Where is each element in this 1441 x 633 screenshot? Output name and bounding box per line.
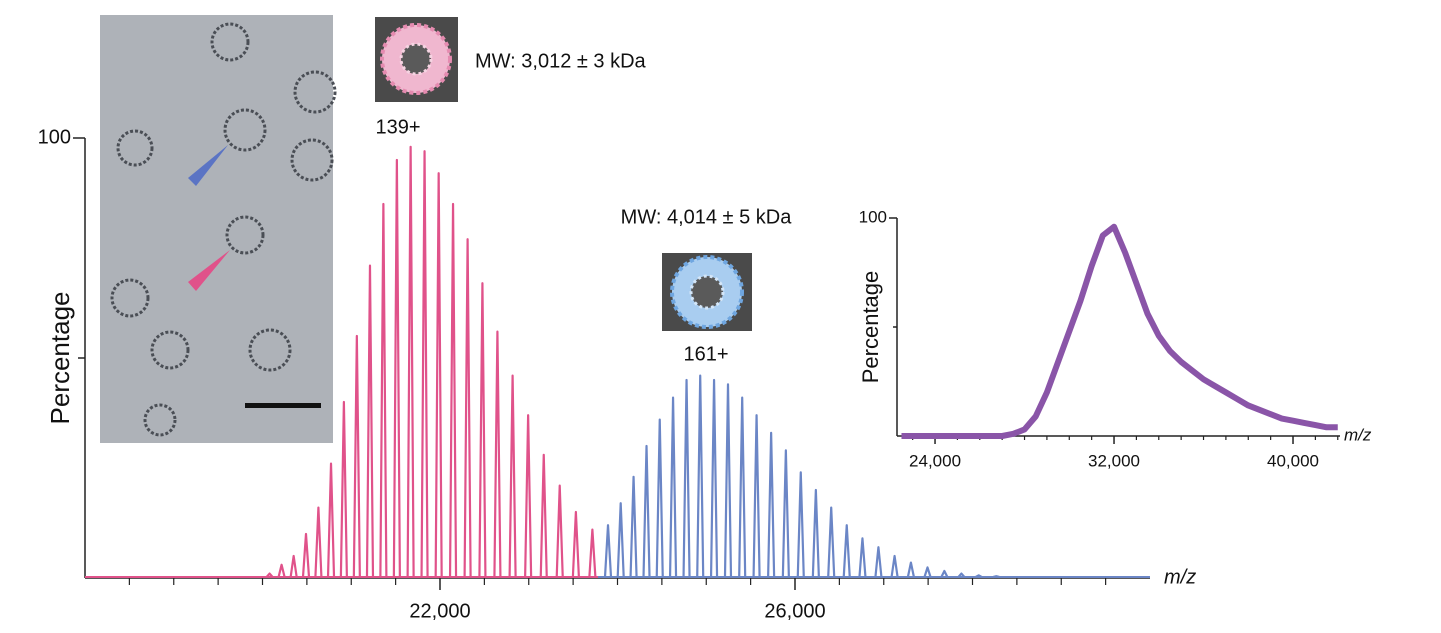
x-tick-label: 22,000 — [409, 600, 470, 622]
peak — [827, 506, 836, 578]
peak — [493, 330, 502, 578]
peak — [289, 554, 298, 578]
capsid-pink — [375, 17, 458, 102]
peak — [539, 453, 548, 578]
particle — [143, 403, 177, 437]
particle — [116, 129, 154, 167]
capsid-core — [689, 274, 725, 310]
particle — [290, 138, 334, 182]
peak — [352, 334, 361, 578]
peak — [811, 488, 820, 578]
particle — [223, 108, 267, 152]
micrograph — [100, 15, 337, 443]
peak — [463, 238, 472, 578]
peak — [940, 569, 949, 578]
peak — [326, 462, 336, 578]
x-tick-label: 40,000 — [1267, 451, 1319, 470]
scale-bar — [245, 403, 321, 408]
peak — [379, 202, 388, 578]
peak — [655, 418, 664, 578]
peak — [696, 374, 705, 578]
x-tick-label: 24,000 — [909, 451, 961, 470]
y-axis-label: Percentage — [858, 271, 883, 384]
peak — [842, 524, 851, 578]
annotation: MW: 3,012 ± 3 kDa — [475, 50, 647, 72]
x-tick-label: 32,000 — [1088, 451, 1140, 470]
peak — [555, 484, 564, 578]
micrograph-background — [100, 15, 333, 443]
peak — [752, 414, 761, 578]
y-axis-label: Percentage — [45, 292, 75, 425]
peak — [265, 572, 274, 578]
peak — [890, 554, 899, 578]
particle — [225, 215, 265, 255]
peak — [709, 378, 719, 578]
particle — [110, 278, 150, 318]
peak — [508, 374, 517, 578]
arrowhead-blue — [188, 145, 228, 186]
peak — [781, 449, 790, 578]
peak — [923, 566, 932, 578]
x-tick-label: 26,000 — [764, 600, 825, 622]
main-spectrum: 100 22,000 26,000 Percentage m/z MW: 3,012 ± … — [38, 50, 1197, 622]
particle — [248, 328, 292, 372]
peak — [301, 532, 311, 578]
y-tick-label: 100 — [859, 207, 887, 226]
peak — [448, 202, 458, 578]
peak — [616, 502, 625, 578]
inset-spectrum: 100 24,000 32,000 40,000 Percentage m/z — [858, 207, 1372, 470]
peak — [406, 145, 415, 578]
peak — [277, 563, 286, 578]
annotation: MW: 4,014 ± 5 kDa — [621, 206, 793, 228]
peak — [603, 524, 613, 578]
peak — [392, 158, 401, 578]
peak — [767, 431, 776, 578]
annotation: 139+ — [375, 116, 420, 138]
x-axis-label: m/z — [1164, 566, 1196, 588]
peak — [682, 378, 691, 578]
peak — [434, 172, 443, 578]
peak — [723, 383, 733, 578]
peak — [874, 546, 883, 578]
particles — [110, 22, 337, 437]
peak — [365, 264, 375, 578]
peak — [796, 471, 805, 578]
peak — [314, 506, 323, 578]
y-tick-label: 100 — [38, 126, 71, 148]
peak — [642, 444, 651, 578]
peak — [588, 528, 597, 578]
peak — [738, 396, 747, 578]
peak — [478, 282, 487, 578]
annotation: 161+ — [683, 343, 728, 365]
line-series — [901, 223, 1338, 439]
arrowhead-pink — [188, 250, 230, 291]
capsid-core — [399, 42, 433, 76]
peak — [339, 400, 348, 578]
peak — [571, 510, 580, 578]
peak — [975, 574, 983, 578]
x-axis-label: m/z — [1344, 425, 1372, 444]
peak — [993, 575, 1000, 579]
particle — [293, 70, 337, 114]
peak — [906, 561, 915, 578]
capsid-blue — [662, 253, 752, 331]
peak — [420, 150, 429, 578]
peak — [629, 475, 638, 578]
peak — [858, 537, 867, 578]
peak — [524, 414, 533, 578]
peak — [668, 396, 678, 578]
particle — [150, 330, 190, 370]
particle — [210, 22, 250, 62]
peak — [957, 572, 966, 578]
